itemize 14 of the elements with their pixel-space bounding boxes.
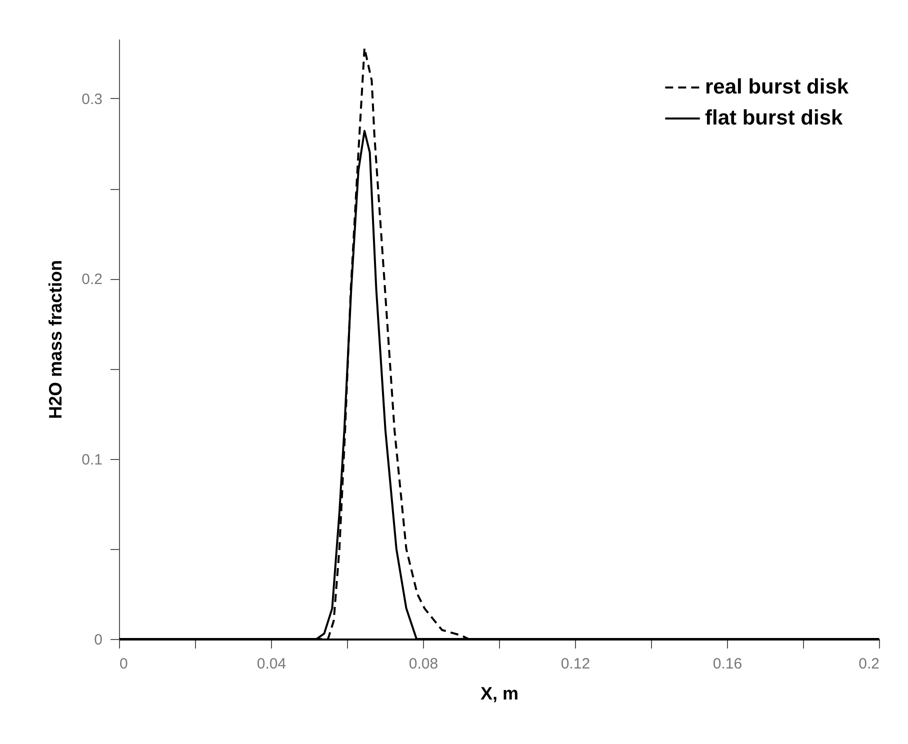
legend-label: real burst disk [705, 76, 849, 98]
x-tick-label: 0.16 [712, 656, 742, 672]
x-tick-label: 0 [120, 656, 128, 672]
y-tick-label: 0.3 [82, 90, 102, 108]
y-tick-label: 0.2 [82, 271, 102, 288]
y-tick-label: 0 [94, 632, 102, 648]
legend-label: flat burst disk [705, 106, 844, 130]
x-tick-label: 0.2 [858, 656, 880, 672]
x-tick-label: 0.04 [256, 656, 286, 672]
x-tick-label: 0.12 [560, 656, 590, 672]
x-tick-label: 0.08 [408, 656, 438, 672]
y-axis-title: H2O mass fraction [46, 260, 66, 420]
y-tick-label: 0.1 [82, 451, 102, 468]
x-axis-title: X, m [480, 684, 519, 704]
